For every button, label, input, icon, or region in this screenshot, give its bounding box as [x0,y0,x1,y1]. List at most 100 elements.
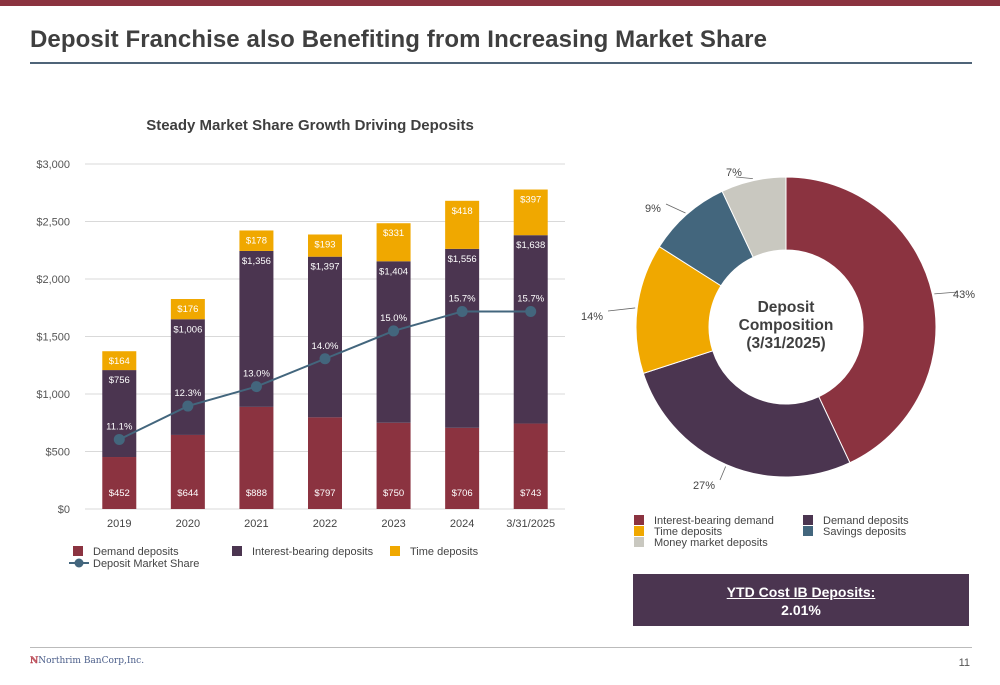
market-share-label: 14.0% [312,341,339,352]
donut-slice [642,350,851,478]
market-share-point [250,381,262,393]
page-number: 11 [958,657,970,669]
market-share-label: 15.7% [517,293,544,304]
donut-center-label: Composition [739,317,834,334]
bar-segment [308,234,342,257]
y-tick-label: $2,000 [36,274,70,286]
footer-divider [30,647,972,648]
bar-legend-swatch [73,546,83,556]
y-tick-label: $1,000 [36,389,70,401]
market-share-label: 15.0% [380,313,407,324]
bar-segment [513,235,548,424]
donut-slice-label: 9% [645,203,661,215]
bar-value-label: $756 [109,375,130,386]
ytd-cost-box: YTD Cost IB Deposits: 2.01% [633,574,969,626]
donut-slice-label: 43% [953,289,975,301]
market-share-point [113,433,125,445]
bar-value-label: $888 [246,488,267,499]
donut-slice-label: 7% [726,167,742,179]
market-share-label: 12.3% [174,388,201,399]
donut-legend-label: Time deposits [654,526,723,538]
x-tick-label: 2022 [313,518,337,530]
x-tick-label: 2021 [244,518,268,530]
ytd-cost-value: 2.01% [781,602,821,618]
market-share-label: 11.1% [106,421,133,432]
bar-value-label: $1,404 [379,266,408,277]
bar-value-label: $1,006 [173,324,202,335]
market-share-point [182,400,194,412]
bar-segment [170,299,205,320]
donut-legend-label: Money market deposits [654,537,768,549]
bar-segment [239,406,274,509]
bar-segment [376,261,411,423]
bar-segment [376,422,411,509]
bar-value-label: $178 [246,235,267,246]
bar-value-label: $331 [383,228,404,239]
bar-legend-swatch [390,546,400,556]
bar-segment [513,189,548,236]
bar-value-label: $1,356 [242,256,271,267]
market-share-label: 15.7% [449,293,476,304]
bar-legend-label: Interest-bearing deposits [252,546,374,558]
donut-leader-line [719,466,727,481]
y-tick-label: $0 [58,504,70,516]
bar-segment [376,223,411,262]
market-share-point [319,353,331,365]
bar-value-label: $750 [383,488,404,499]
bar-legend-marker [74,558,84,568]
donut-center-label: Deposit [758,299,815,316]
top-accent-bar [0,0,1000,6]
y-tick-label: $2,500 [36,217,70,229]
bar-value-label: $797 [314,488,335,499]
donut-leader-line [934,291,959,295]
company-logo: ℕNorthrim BanCorp,Inc. [30,656,144,666]
bar-value-label: $706 [452,488,473,499]
y-tick-label: $500 [46,447,70,459]
donut-slice [721,176,787,258]
bar-segment [308,417,342,509]
donut-legend-swatch [634,526,644,536]
donut-legend-label: Savings deposits [823,526,907,538]
donut-legend-swatch [803,515,813,525]
bar-segment [239,230,274,251]
bar-legend-label: Demand deposits [93,546,179,558]
donut-legend-swatch [634,537,644,547]
bar-segment [170,319,205,435]
bar-segment [239,250,274,407]
bar-segment [308,256,342,418]
y-tick-label: $3,000 [36,159,70,171]
bar-segment [513,423,548,509]
donut-slice [785,176,937,464]
market-share-point [388,325,400,337]
bar-value-label: $418 [452,206,473,217]
market-share-label: 13.0% [243,369,270,380]
ytd-cost-label: YTD Cost IB Deposits: [726,584,876,600]
page-title: Deposit Franchise also Benefiting from I… [30,26,768,53]
donut-legend-swatch [803,526,813,536]
donut-legend-label: Interest-bearing demand [654,515,774,527]
y-tick-label: $1,500 [36,332,70,344]
donut-legend-label: Demand deposits [823,515,909,527]
bar-segment [445,200,480,249]
donut-center-label: (3/31/2025) [746,335,825,352]
donut-legend-swatch [634,515,644,525]
bar-value-label: $164 [109,356,130,367]
bar-legend-label: Time deposits [410,546,479,558]
bar-legend-label: Deposit Market Share [93,558,199,570]
bar-value-label: $644 [177,488,198,499]
market-share-point [456,305,468,317]
logo-text: Northrim BanCorp,Inc. [38,656,145,666]
bar-value-label: $397 [520,195,541,206]
bar-value-label: $193 [314,239,335,250]
bar-value-label: $743 [520,488,541,499]
bar-value-label: $1,638 [516,240,545,251]
x-tick-label: 3/31/2025 [506,518,555,530]
donut-slice-label: 14% [581,311,603,323]
donut-leader-line [735,176,753,180]
x-tick-label: 2024 [450,518,474,530]
x-tick-label: 2023 [381,518,405,530]
bar-value-label: $1,556 [448,254,477,265]
bar-value-label: $1,397 [310,262,339,273]
bar-value-label: $176 [177,304,198,315]
